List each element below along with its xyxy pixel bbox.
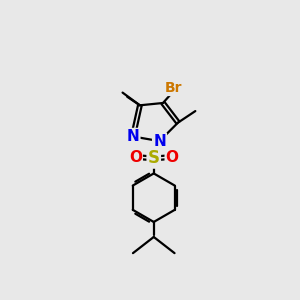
Text: O: O	[166, 150, 179, 165]
Text: N: N	[153, 134, 166, 148]
Text: N: N	[127, 129, 139, 144]
Text: S: S	[148, 149, 160, 167]
Text: Br: Br	[165, 81, 182, 95]
Text: O: O	[129, 150, 142, 165]
